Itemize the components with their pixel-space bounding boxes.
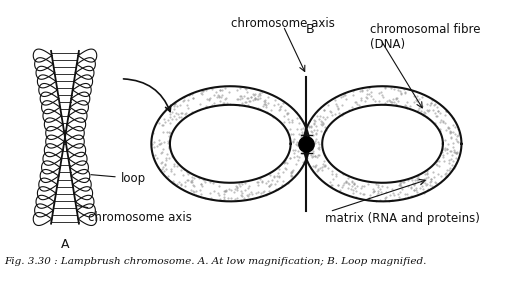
- Text: chromosomal fibre
(DNA): chromosomal fibre (DNA): [370, 23, 480, 51]
- Text: matrix (RNA and proteins): matrix (RNA and proteins): [325, 212, 480, 224]
- Text: chromosome axis: chromosome axis: [231, 17, 335, 30]
- Text: B: B: [306, 23, 315, 36]
- Text: Fig. 3.30 : Lampbrush chromosome. A. At low magnification; B. Loop magnified.: Fig. 3.30 : Lampbrush chromosome. A. At …: [5, 257, 427, 266]
- Text: loop: loop: [91, 172, 146, 185]
- Text: A: A: [61, 239, 69, 252]
- Text: chromosome axis: chromosome axis: [77, 206, 192, 224]
